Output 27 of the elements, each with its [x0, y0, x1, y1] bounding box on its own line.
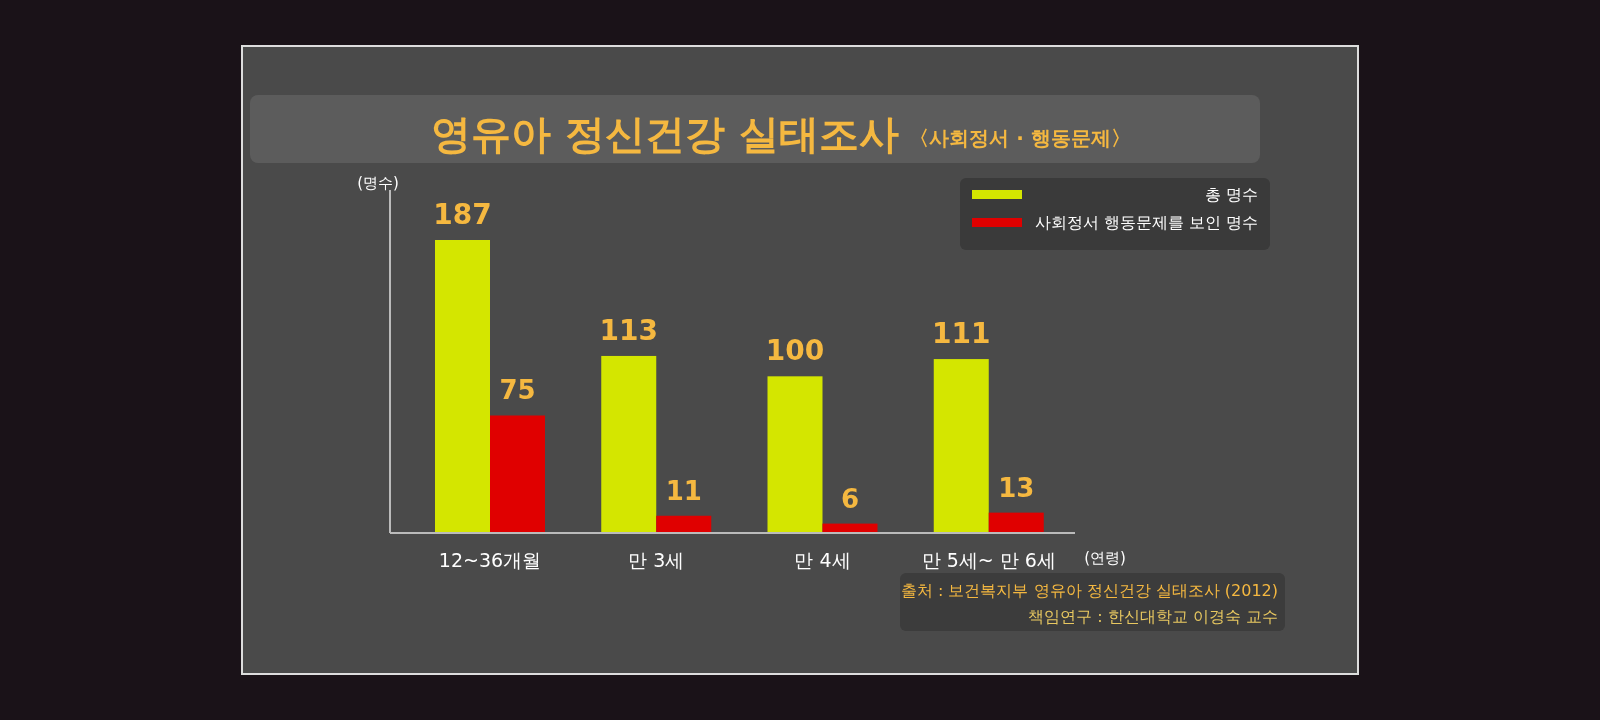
x-axis-title: (연령) [1084, 549, 1126, 567]
x-tick-label: 12~36개월 [438, 549, 542, 571]
chart-subtitle: 〈사회정서 · 행동문제〉 [909, 126, 1131, 150]
data-label: 13 [998, 472, 1035, 503]
data-label: 100 [765, 334, 825, 368]
bar [988, 512, 1044, 533]
chart-title: 영유아 정신건강 실태조사 [431, 111, 899, 157]
bar [656, 515, 712, 533]
data-label: 6 [840, 483, 860, 514]
x-tick-label: 만 3세 [628, 549, 685, 571]
bar [601, 355, 657, 533]
bar [767, 376, 823, 533]
data-label: 11 [665, 475, 702, 506]
y-axis-title: (명수) [357, 174, 399, 192]
data-label: 113 [599, 313, 658, 347]
bar [435, 240, 490, 533]
x-tick-label: 만 5세~ 만 6세 [921, 549, 1056, 571]
data-label: 75 [499, 375, 536, 406]
legend-label: 사회정서 행동문제를 보인 명수 [1034, 213, 1258, 232]
bar [490, 415, 545, 533]
x-tick-label: 만 4세 [794, 549, 851, 571]
bar [933, 359, 989, 533]
text: 총 명수 [1204, 185, 1258, 204]
data-label: 187 [433, 198, 492, 231]
text: 책임연구 : 한신대학교 이경숙 교수 [1028, 607, 1278, 626]
data-label: 111 [932, 317, 991, 351]
source-note: 출처 : 보건복지부 영유아 정신건강 실태조사 (2012) [900, 581, 1278, 600]
